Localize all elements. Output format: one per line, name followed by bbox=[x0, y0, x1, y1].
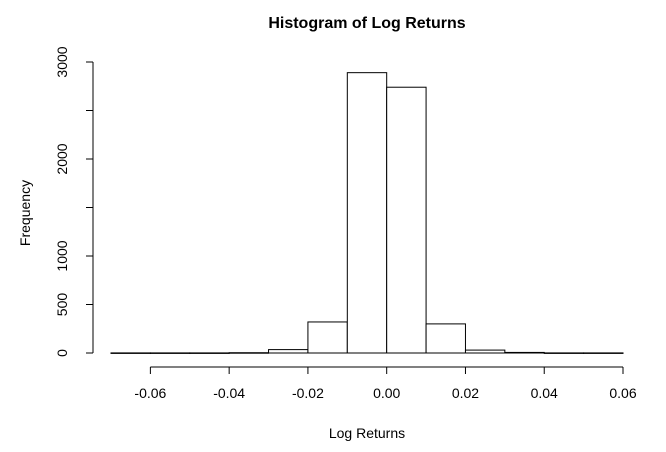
x-tick-label: -0.02 bbox=[292, 385, 324, 401]
histogram-bar bbox=[425, 323, 466, 354]
histogram-bar bbox=[464, 349, 506, 354]
histogram-bar bbox=[543, 352, 585, 354]
x-tick-label: 0.00 bbox=[373, 385, 400, 401]
chart-title: Histogram of Log Returns bbox=[268, 15, 465, 32]
y-tick-label: 3000 bbox=[54, 46, 70, 77]
x-tick-label: -0.06 bbox=[134, 385, 166, 401]
x-axis-label: Log Returns bbox=[329, 425, 405, 441]
histogram-bar bbox=[110, 352, 151, 354]
x-tick-label: 0.02 bbox=[452, 385, 479, 401]
x-axis: -0.06 -0.04 -0.02 0.00 0.02 0.04 0.06 bbox=[134, 366, 637, 401]
y-axis: 0 500 1000 2000 3000 bbox=[54, 46, 94, 357]
y-axis-label: Frequency bbox=[17, 180, 33, 246]
histogram-bar bbox=[583, 352, 624, 354]
x-tick-label: -0.04 bbox=[213, 385, 245, 401]
x-tick-label: 0.06 bbox=[609, 385, 636, 401]
histogram-bar bbox=[346, 72, 388, 354]
bars-group bbox=[110, 72, 624, 354]
histogram-bar bbox=[228, 352, 270, 354]
histogram-bar bbox=[386, 86, 427, 354]
y-tick-label: 0 bbox=[54, 349, 70, 357]
y-tick-label: 500 bbox=[54, 293, 70, 317]
histogram-bar bbox=[149, 352, 191, 354]
x-tick-label: 0.04 bbox=[531, 385, 558, 401]
y-tick-label: 2000 bbox=[54, 143, 70, 174]
histogram-bar bbox=[504, 351, 545, 354]
histogram-bar bbox=[268, 349, 309, 354]
y-tick-label: 1000 bbox=[54, 240, 70, 271]
histogram-bar bbox=[307, 321, 348, 354]
histogram-bar bbox=[189, 352, 230, 354]
